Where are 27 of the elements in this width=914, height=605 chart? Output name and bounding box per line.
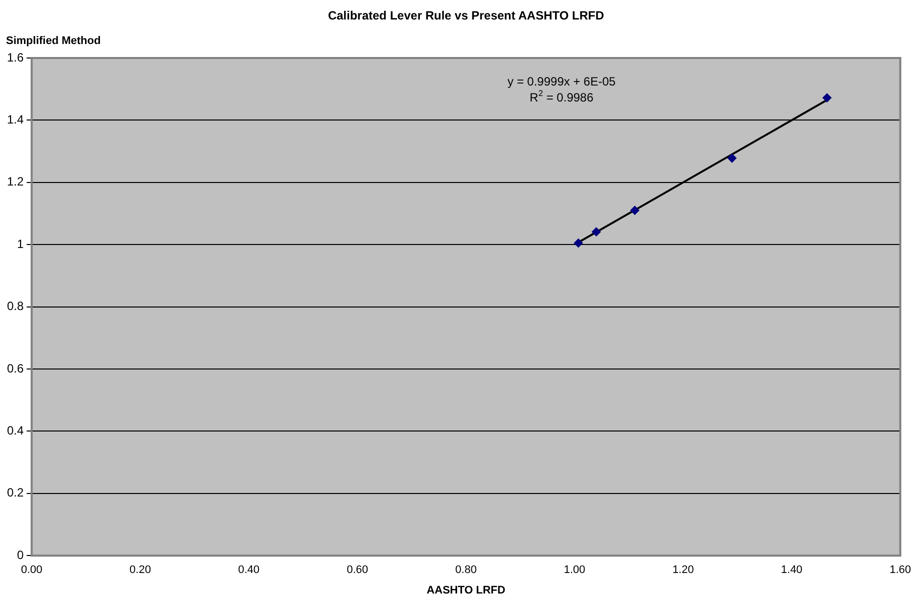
- x-tick-label: 0.80: [455, 564, 477, 576]
- point: [728, 154, 736, 163]
- point: [574, 238, 583, 248]
- x-axis-title: AASHTO LRFD: [426, 584, 506, 596]
- chart-title: Calibrated Lever Rule vs Present AASHTO LRFD: [328, 8, 604, 22]
- x-tick-label: 0.20: [130, 564, 151, 576]
- x-tick-label: 0.00: [20, 564, 42, 576]
- y-tick-label: 0.6: [6, 361, 24, 376]
- y-tick-label: 1.6: [6, 50, 24, 64]
- y-tick-label: 1: [16, 236, 24, 251]
- y-axis-title: Simplified Method: [6, 35, 101, 48]
- point: [592, 227, 601, 236]
- x-tick-label: 1.40: [781, 564, 802, 576]
- x-tick-label: 0.60: [346, 564, 368, 576]
- x-tick-label: 0.40: [238, 564, 260, 576]
- y-tick-label: 0.2: [6, 486, 24, 500]
- x-tick-label: 1.20: [672, 564, 694, 576]
- x-tick-label: 1.60: [890, 564, 912, 576]
- y-tick-label: 1.2: [6, 174, 24, 189]
- y-tick-label: 1.4: [6, 112, 24, 127]
- point: [822, 93, 832, 102]
- point: [630, 206, 640, 215]
- y-tick-label: 0.4: [6, 424, 24, 438]
- x-tick-label: 1.00: [564, 564, 586, 576]
- y-tick-label: 0.8: [6, 299, 24, 314]
- annotation: y = 0.9999x + 6E-05: [508, 74, 616, 88]
- y-tick-label: 0: [16, 548, 24, 562]
